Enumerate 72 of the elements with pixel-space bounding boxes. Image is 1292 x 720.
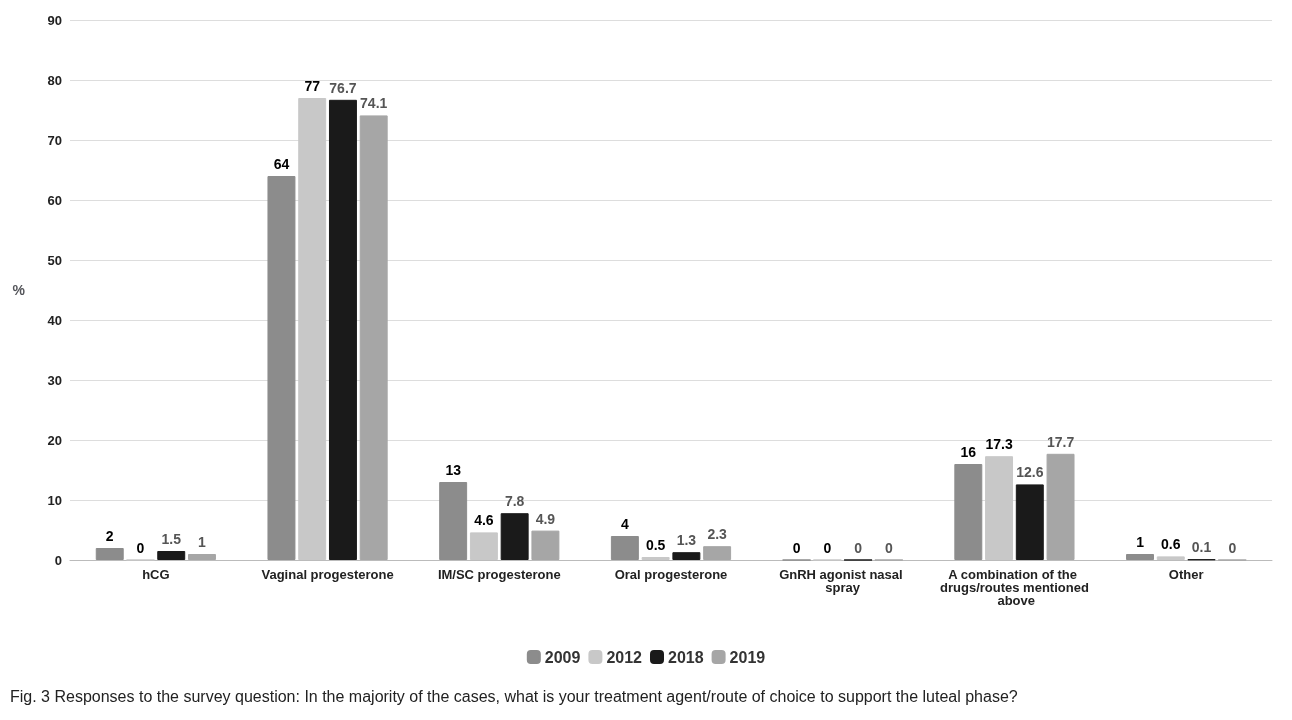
data-label: 4.9 (535, 510, 556, 527)
x-tick-label: Vaginal progesterone (261, 567, 394, 582)
data-label: 16 (960, 444, 977, 460)
bar (641, 557, 670, 560)
data-label: 12.6 (1016, 464, 1044, 481)
bar (610, 536, 639, 560)
y-tick-label: 70 (47, 132, 62, 148)
bar (469, 532, 498, 560)
x-tick-label: Oral progesterone (614, 567, 728, 582)
y-tick-label: 50 (47, 252, 62, 268)
data-label: 0 (854, 539, 863, 556)
data-label: 1 (1136, 534, 1145, 550)
bar (359, 115, 388, 560)
x-tick-label: GnRH agonist nasal spray (779, 567, 907, 595)
bar (531, 530, 560, 560)
bar (328, 99, 357, 560)
y-axis-title: % (12, 282, 26, 298)
data-label: 0 (136, 539, 145, 556)
x-tick-label: hCG (142, 567, 170, 582)
data-label: 0 (823, 539, 832, 556)
bar (157, 551, 186, 560)
data-label: 0 (884, 539, 893, 556)
y-tick-label: 40 (47, 312, 62, 328)
data-label: 76.7 (329, 79, 357, 96)
data-label: 1.5 (161, 531, 182, 547)
x-tick-label: A combination of the drugs/routes mentioned above (940, 567, 1089, 608)
data-label: 2.3 (707, 526, 728, 543)
data-label: 0.1 (1191, 539, 1212, 556)
legend-label: 2012 (606, 648, 643, 666)
data-label: 13 (445, 462, 462, 478)
data-label: 1 (198, 534, 207, 550)
bar (1126, 554, 1154, 560)
bar (500, 513, 529, 560)
caption: Fig. 3 Responses to the survey question: In the majority of the cases, what is your treatment agent/route of choice to support the luteal phase? (10, 688, 1018, 706)
data-label: 4.6 (474, 512, 494, 529)
bar (298, 98, 327, 560)
legend-label: 2009 (544, 648, 581, 666)
data-label: 1.3 (676, 532, 697, 549)
data-label: 0 (792, 539, 801, 556)
data-label: 7.8 (504, 493, 525, 510)
y-tick-label: 10 (47, 492, 62, 508)
bar (672, 552, 701, 560)
y-tick-label: 0 (54, 552, 62, 568)
legend-label: 2019 (729, 648, 766, 666)
data-label: 64 (273, 156, 290, 172)
data-label: 2 (105, 528, 114, 544)
data-label: 17.3 (985, 436, 1013, 453)
bar (1156, 556, 1185, 560)
bar (1015, 484, 1044, 560)
bar (439, 482, 468, 560)
y-tick-label: 20 (47, 432, 62, 448)
bar (267, 176, 296, 560)
legend-label: 2018 (668, 648, 704, 666)
bar (188, 554, 216, 560)
bar (95, 548, 124, 560)
y-tick-label: 80 (47, 72, 62, 88)
data-label: 0 (1228, 539, 1237, 556)
x-tick-label: Other (1168, 567, 1204, 582)
bar (703, 546, 732, 560)
data-label: 0.6 (1161, 536, 1181, 553)
data-label: 74.1 (360, 95, 388, 112)
data-label: 4 (620, 516, 629, 532)
bar (954, 464, 983, 560)
y-tick-label: 90 (47, 12, 62, 28)
data-label: 17.7 (1046, 433, 1075, 450)
data-label: 77 (304, 78, 321, 94)
y-tick-label: 30 (47, 372, 62, 388)
bar (985, 456, 1014, 560)
x-tick-label: IM/SC progesterone (437, 567, 561, 582)
data-label: 0.5 (645, 537, 666, 553)
bar (1046, 453, 1075, 560)
y-tick-label: 60 (47, 192, 62, 208)
